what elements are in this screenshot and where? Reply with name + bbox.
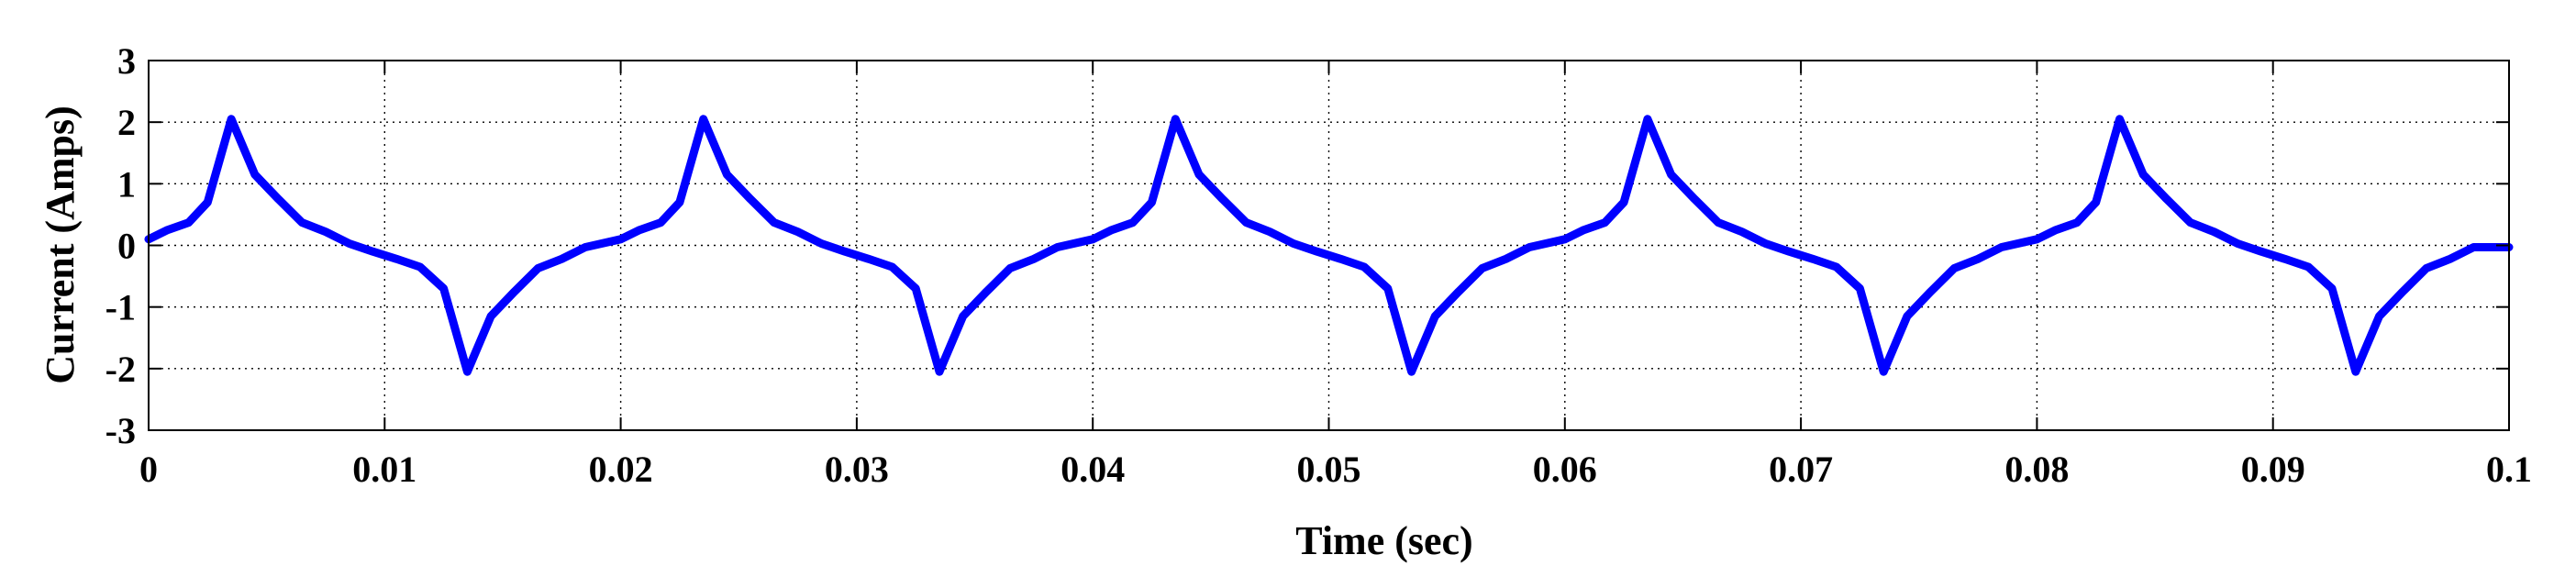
- series-layer: [144, 115, 2514, 376]
- x-tick-label: 0.02: [589, 449, 653, 490]
- y-tick-label: 0: [117, 226, 136, 267]
- y-axis-label: Current (Amps): [38, 105, 83, 384]
- x-tick-labels: 0 0.01 0.02 0.03 0.04 0.05 0.06 0.07 0.08 0.09 0.1: [139, 449, 2532, 490]
- x-tick-label: 0.07: [1769, 449, 1833, 490]
- grid-lines: [149, 61, 2509, 430]
- x-tick-label: 0.01: [352, 449, 416, 490]
- x-tick-label: 0.09: [2241, 449, 2305, 490]
- x-tick-label: 0.03: [825, 449, 889, 490]
- x-tick-label: 0.04: [1060, 449, 1125, 490]
- y-tick-label: -1: [105, 287, 136, 328]
- current-series-line: [144, 115, 2514, 376]
- y-tick-label: -3: [105, 410, 136, 451]
- x-tick-label: 0.05: [1297, 449, 1361, 490]
- x-axis-label: Time (sec): [1295, 518, 1472, 563]
- x-tick-label: 0.06: [1533, 449, 1597, 490]
- x-tick-label: 0: [139, 449, 158, 490]
- x-tick-label: 0.08: [2004, 449, 2069, 490]
- y-tick-label: -2: [105, 349, 136, 390]
- y-tick-label: 2: [117, 102, 136, 143]
- y-tick-label: 3: [117, 40, 136, 82]
- x-tick-label: 0.1: [2486, 449, 2532, 490]
- y-tick-label: 1: [117, 163, 136, 205]
- axis-ticks: [148, 60, 2510, 431]
- y-tick-labels: -3 -2 -1 0 1 2 3: [105, 40, 136, 451]
